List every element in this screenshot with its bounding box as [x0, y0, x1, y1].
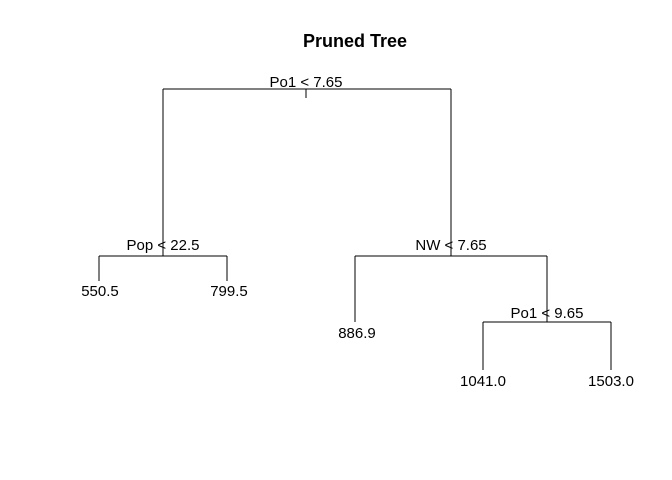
left-node: Pop < 22.5: [98, 237, 228, 281]
right-split-label: NW < 7.65: [415, 237, 486, 254]
leaf-right-right-left: 1041.0: [460, 373, 506, 390]
leaf-left-right: 799.5: [210, 283, 248, 300]
root-split-label: Po1 < 7.65: [270, 74, 343, 91]
diagram-title: Pruned Tree: [303, 31, 407, 51]
right-right-node: Po1 < 9.65: [482, 305, 612, 370]
right-right-split-label: Po1 < 9.65: [511, 305, 584, 322]
leaf-left-left: 550.5: [81, 283, 119, 300]
root-node: Po1 < 7.65: [162, 74, 452, 256]
left-split-label: Pop < 22.5: [127, 237, 200, 254]
leaf-right-right-right: 1503.0: [588, 373, 634, 390]
right-node: NW < 7.65: [354, 237, 548, 322]
leaf-right-left: 886.9: [338, 325, 376, 342]
